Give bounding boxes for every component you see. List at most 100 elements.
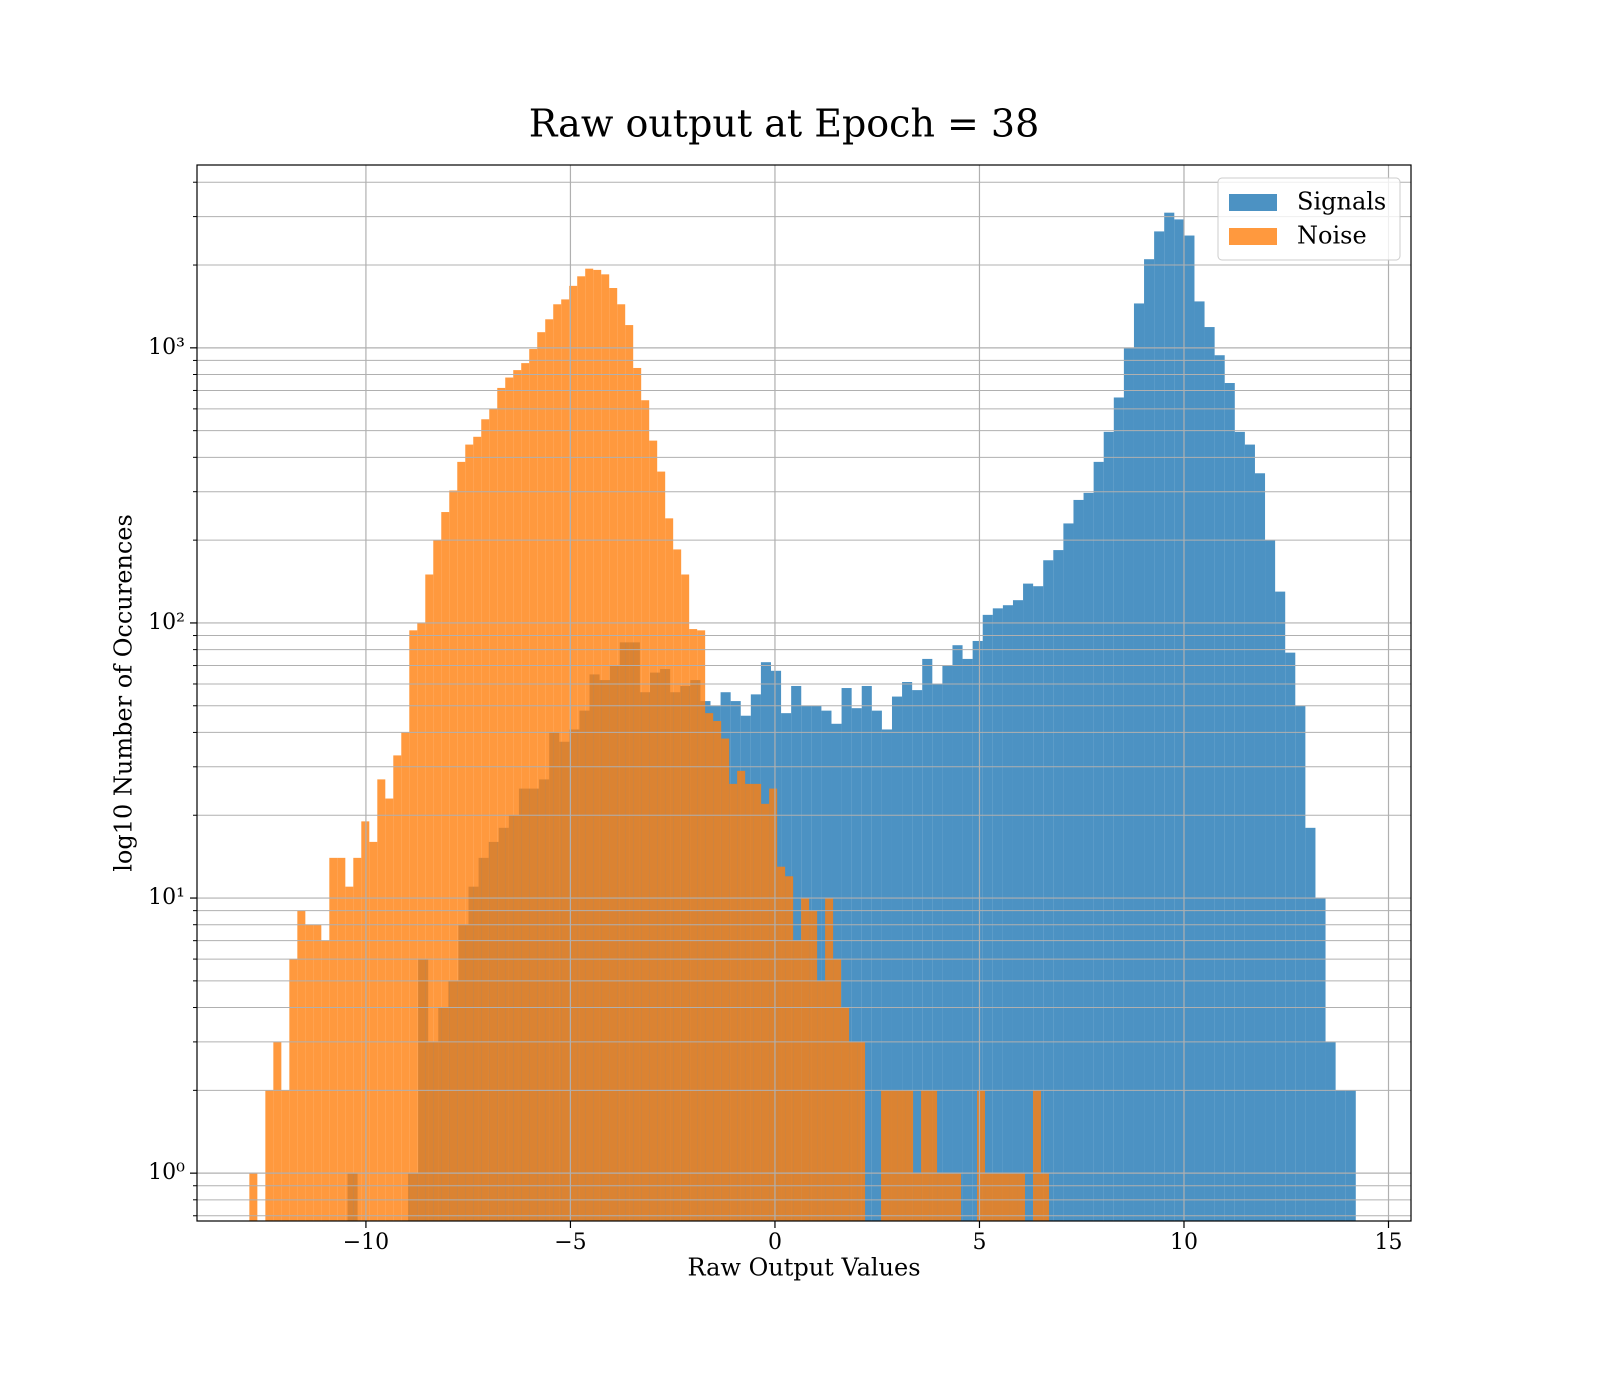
histogram-bar (857, 1041, 866, 1221)
histogram-bar (913, 1173, 922, 1221)
histogram-bar (921, 1090, 930, 1221)
histogram-bar (932, 683, 943, 1221)
histogram-bar (937, 1173, 946, 1221)
histogram-bar (401, 732, 410, 1221)
y-tick-label: 10³ (148, 335, 185, 360)
histogram-bar (1345, 1090, 1356, 1221)
histogram-bar (1001, 1173, 1010, 1221)
y-tick-label: 10⁰ (148, 1160, 185, 1185)
histogram-bar (1295, 705, 1306, 1221)
histogram-bar (1224, 383, 1235, 1221)
histogram-bar (369, 841, 378, 1221)
histogram-bar (953, 1173, 962, 1221)
histogram-bar (601, 274, 610, 1221)
histogram-bar (569, 285, 578, 1221)
histogram-bar (1244, 444, 1255, 1221)
histogram-bar (673, 549, 682, 1221)
histogram-bar (1305, 827, 1316, 1221)
histogram-bar (377, 779, 386, 1221)
legend-swatch (1229, 194, 1277, 211)
histogram-bar (1164, 212, 1175, 1221)
histogram-bar (905, 1090, 914, 1221)
histogram-bar (849, 1041, 858, 1221)
histogram-bar (1033, 586, 1044, 1221)
histogram-bar (962, 658, 973, 1221)
histogram-bar (1017, 1173, 1026, 1221)
histogram-bar (449, 490, 458, 1221)
histogram-bar (441, 512, 450, 1221)
histogram-bar (337, 857, 346, 1221)
histogram-bar (513, 370, 522, 1221)
histogram-bar (497, 387, 506, 1221)
y-tick-label: 10² (148, 610, 185, 635)
histogram-bar (521, 363, 530, 1221)
histogram-bar (641, 400, 650, 1221)
histogram-bar (249, 1173, 258, 1221)
histogram-bar (972, 640, 983, 1221)
histogram-bar (861, 685, 872, 1221)
histogram-bar (1043, 560, 1054, 1221)
histogram-bar (982, 614, 993, 1221)
histogram-bar (617, 304, 626, 1221)
histogram-bar (433, 540, 442, 1221)
histogram-bar (737, 770, 746, 1221)
histogram-bar (473, 436, 482, 1221)
histogram-bar (1053, 550, 1064, 1221)
histogram-bar (761, 803, 770, 1221)
histogram-bar (1154, 231, 1165, 1221)
histogram-bar (1325, 1041, 1336, 1221)
x-tick-label: 15 (1375, 1230, 1403, 1255)
histogram-bar (329, 857, 338, 1221)
x-tick-label: −5 (554, 1230, 586, 1255)
histogram-bar (1123, 347, 1134, 1221)
histogram-bar (1073, 499, 1084, 1221)
histogram-bar (817, 980, 826, 1221)
legend-label: Signals (1297, 188, 1386, 216)
histogram-bar (457, 461, 466, 1221)
x-tick-label: 5 (972, 1230, 986, 1255)
histogram-bar (922, 658, 933, 1221)
histogram-bar (851, 708, 862, 1221)
histogram-bar (577, 276, 586, 1221)
histogram-bar (889, 1090, 898, 1221)
histogram-bar (1214, 355, 1225, 1221)
plot-area (197, 165, 1411, 1221)
histogram-bar (697, 630, 706, 1221)
histogram-bar (841, 1007, 850, 1221)
histogram-bar (729, 783, 738, 1221)
histogram-bar (585, 268, 594, 1221)
histogram-bar (952, 645, 963, 1221)
histogram-bar (1234, 431, 1245, 1221)
histogram-bar (785, 876, 794, 1221)
histogram-bar (1184, 235, 1195, 1221)
x-axis-label: Raw Output Values (687, 1254, 920, 1282)
histogram-bar (417, 622, 426, 1221)
histogram-bar (912, 690, 923, 1221)
y-axis-label: log10 Number of Occurences (110, 514, 138, 872)
histogram-bar (393, 755, 402, 1221)
histogram-bar (1315, 898, 1326, 1221)
histogram-bar (1285, 652, 1296, 1221)
histogram-bar (273, 1041, 282, 1221)
histogram-bar (1174, 219, 1185, 1221)
histogram-bar (361, 821, 370, 1221)
histogram-bar (633, 367, 642, 1221)
histogram-bar (1133, 303, 1145, 1221)
histogram-bar (297, 910, 306, 1221)
histogram-bar (345, 886, 354, 1221)
histogram-bar (537, 332, 546, 1221)
histogram-bar (881, 729, 892, 1221)
histogram-bar (649, 440, 658, 1221)
histogram-bar (313, 924, 322, 1221)
histogram-bar (985, 1173, 994, 1221)
histogram-bar (657, 471, 666, 1221)
histogram-bar (945, 1173, 954, 1221)
histogram-bar (609, 288, 618, 1221)
histogram-bar (992, 608, 1003, 1221)
histogram-bar (1204, 327, 1215, 1221)
histogram-bar (305, 924, 314, 1221)
chart-title: Raw output at Epoch = 38 (529, 102, 1040, 146)
histogram-bar (793, 940, 802, 1221)
histogram-bar (705, 713, 714, 1221)
